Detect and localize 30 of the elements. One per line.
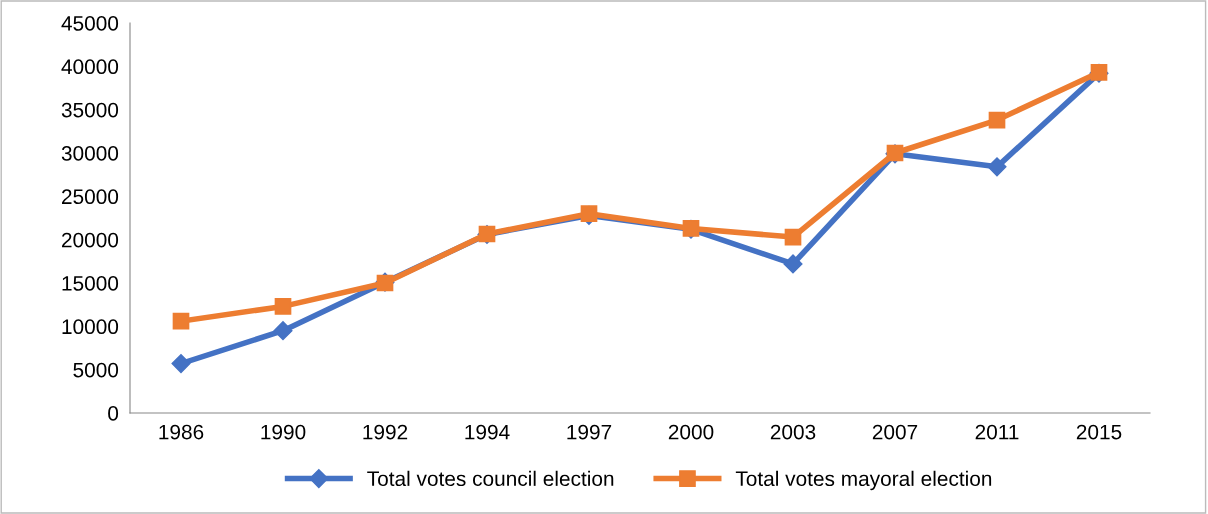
- x-tick-label: 1990: [261, 424, 306, 440]
- y-tick-label: 5000: [73, 362, 119, 378]
- x-tick-label: 2015: [1076, 424, 1122, 440]
- x-tick-label: 1986: [159, 424, 204, 440]
- y-tick-label: 40000: [61, 59, 119, 75]
- y-tick-label: 0: [108, 406, 119, 421]
- x-tick-label: 1997: [567, 424, 612, 440]
- y-tick-label: 30000: [61, 146, 119, 161]
- point: [172, 312, 190, 330]
- x-tick-label: 1994: [465, 424, 510, 440]
- point: [784, 228, 802, 246]
- point: [273, 321, 293, 341]
- y-tick-label: 15000: [62, 276, 119, 291]
- x-tick-label: 2007: [872, 424, 918, 440]
- y-tick-label: 35000: [61, 102, 119, 118]
- y-tick-label: 45000: [61, 16, 119, 31]
- x-tick-label: 2000: [668, 424, 714, 440]
- y-tick-label: 25000: [62, 189, 119, 205]
- x-tick-label: 2011: [975, 424, 1019, 440]
- legend-label: Total votes council election: [367, 470, 614, 487]
- point: [171, 354, 191, 374]
- x-tick-label: 2003: [770, 424, 816, 440]
- y-tick-label: 10000: [62, 319, 119, 335]
- x-tick-label: 1992: [363, 424, 408, 440]
- point: [987, 157, 1007, 177]
- legend-label: Total votes mayoral election: [735, 470, 992, 491]
- point: [988, 111, 1006, 129]
- point: [783, 254, 803, 274]
- y-tick-label: 20000: [62, 232, 119, 248]
- point: [274, 298, 292, 315]
